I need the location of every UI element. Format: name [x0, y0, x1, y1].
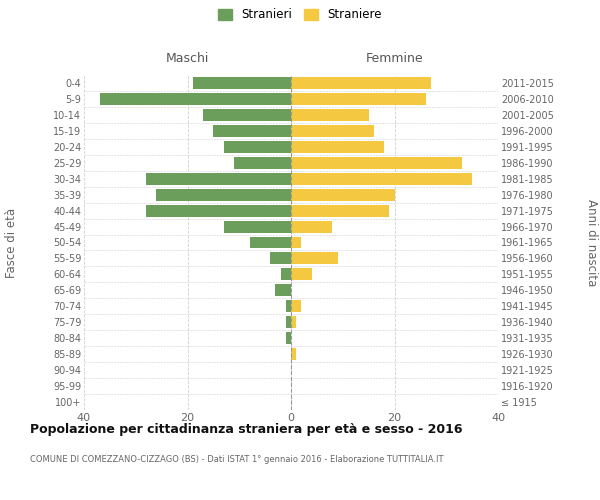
Bar [146, 172, 291, 184]
Bar [291, 109, 368, 121]
Bar [286, 332, 291, 344]
Bar [291, 268, 312, 280]
Bar [286, 316, 291, 328]
Bar [100, 93, 291, 105]
Bar [146, 204, 291, 216]
Bar [224, 141, 291, 153]
Text: Popolazione per cittadinanza straniera per età e sesso - 2016: Popolazione per cittadinanza straniera p… [30, 422, 463, 436]
Legend: Stranieri, Straniere: Stranieri, Straniere [218, 8, 382, 22]
Bar [291, 236, 301, 248]
Text: Fasce di età: Fasce di età [5, 208, 19, 278]
Bar [291, 77, 431, 89]
Bar [291, 172, 472, 184]
Bar [291, 93, 425, 105]
Bar [193, 77, 291, 89]
Bar [234, 157, 291, 168]
Bar [224, 220, 291, 232]
Bar [203, 109, 291, 121]
Bar [286, 300, 291, 312]
Bar [250, 236, 291, 248]
Bar [291, 220, 332, 232]
Bar [291, 204, 389, 216]
Bar [291, 348, 296, 360]
Bar [157, 188, 291, 200]
Bar [291, 252, 338, 264]
Bar [291, 125, 374, 137]
Bar [291, 188, 395, 200]
Bar [291, 141, 384, 153]
Bar [291, 316, 296, 328]
Bar [291, 157, 462, 168]
Text: Anni di nascita: Anni di nascita [584, 199, 598, 286]
Text: Femmine: Femmine [365, 52, 424, 65]
Bar [291, 300, 301, 312]
Bar [275, 284, 291, 296]
Text: COMUNE DI COMEZZANO-CIZZAGO (BS) - Dati ISTAT 1° gennaio 2016 - Elaborazione TUT: COMUNE DI COMEZZANO-CIZZAGO (BS) - Dati … [30, 455, 443, 464]
Bar [214, 125, 291, 137]
Bar [281, 268, 291, 280]
Bar [271, 252, 291, 264]
Text: Maschi: Maschi [166, 52, 209, 65]
